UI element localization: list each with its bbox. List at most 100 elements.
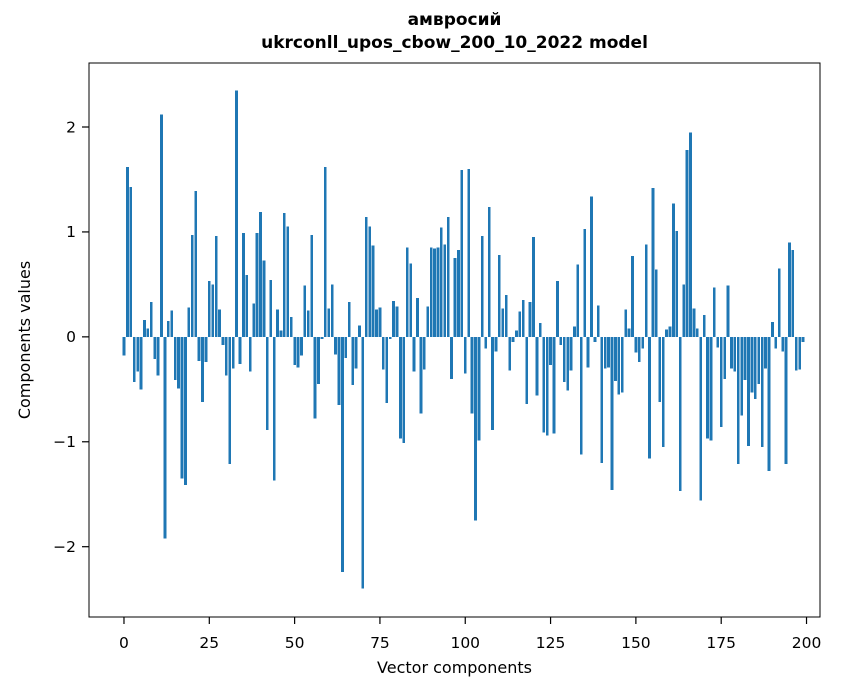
bar — [218, 309, 221, 337]
bar — [245, 274, 249, 337]
bar — [695, 328, 699, 337]
bar — [498, 255, 501, 337]
bar — [180, 336, 184, 479]
bar — [487, 206, 491, 337]
chart-title: амвросий — [408, 10, 502, 30]
y-tick-label: 1 — [66, 223, 76, 241]
x-tick-label: 75 — [370, 634, 390, 652]
bar — [603, 336, 607, 369]
bar — [726, 285, 730, 337]
bar — [579, 336, 583, 455]
bar — [419, 336, 423, 414]
bar — [655, 269, 658, 337]
bar — [689, 132, 692, 337]
bar — [678, 336, 682, 492]
bar — [668, 326, 672, 337]
bar — [675, 230, 679, 337]
bar — [788, 242, 791, 337]
x-tick-label: 50 — [285, 634, 305, 652]
bar — [760, 336, 764, 448]
bar — [272, 336, 276, 481]
bar — [791, 249, 795, 337]
bar — [511, 336, 515, 343]
bar — [590, 196, 593, 337]
bar — [610, 336, 614, 491]
bar — [648, 336, 651, 459]
bar — [566, 336, 569, 391]
chart-subtitle: ukrconll_upos_cbow_200_10_2022 model — [261, 33, 648, 53]
bar — [474, 336, 477, 521]
bar — [170, 310, 174, 337]
bar — [446, 217, 450, 337]
bar — [242, 232, 245, 337]
bar — [306, 310, 310, 337]
bar — [702, 314, 706, 337]
bar — [392, 301, 395, 337]
bar — [569, 336, 573, 371]
bar — [317, 336, 320, 385]
bar — [248, 336, 252, 372]
bar — [716, 336, 720, 348]
bar — [279, 330, 283, 337]
bar — [313, 336, 317, 419]
bar — [337, 336, 341, 406]
bar — [129, 186, 133, 337]
bar — [262, 260, 266, 337]
bar — [160, 114, 163, 337]
bar — [508, 336, 511, 371]
bar — [330, 284, 334, 337]
bar — [682, 284, 686, 337]
bar — [470, 336, 474, 414]
bar — [651, 187, 655, 337]
bar — [764, 336, 767, 369]
bar — [296, 336, 300, 368]
bar — [283, 213, 286, 337]
bar — [358, 325, 361, 337]
bar — [225, 336, 228, 376]
bar — [794, 336, 798, 371]
bar — [719, 336, 723, 428]
bar — [573, 326, 576, 337]
bar — [252, 303, 256, 337]
bar — [163, 336, 167, 539]
bar — [416, 298, 419, 337]
bar — [293, 336, 296, 366]
bar — [122, 336, 126, 356]
bar — [286, 226, 290, 337]
bar — [238, 336, 242, 365]
bar — [429, 247, 433, 337]
bar — [777, 268, 781, 337]
x-tick-label: 125 — [536, 634, 566, 652]
bar — [665, 329, 668, 337]
x-axis-label: Vector components — [377, 658, 532, 677]
bar — [235, 90, 238, 337]
bar — [596, 305, 600, 337]
bar — [207, 281, 211, 337]
bar — [433, 248, 436, 337]
bar — [341, 336, 344, 572]
bar — [535, 336, 539, 396]
bar — [484, 336, 488, 349]
bar — [289, 316, 293, 337]
bar — [538, 323, 542, 337]
x-tick-label: 25 — [199, 634, 219, 652]
bar — [641, 336, 645, 349]
bar — [139, 336, 143, 390]
bar — [194, 191, 198, 337]
bar — [422, 336, 426, 370]
bar — [627, 328, 631, 337]
bar — [467, 168, 471, 337]
bar — [265, 336, 269, 431]
bar — [480, 236, 484, 337]
bar — [228, 336, 232, 464]
bar — [364, 217, 368, 337]
bar — [593, 336, 597, 343]
bar — [201, 336, 204, 402]
bar — [757, 336, 761, 385]
bar — [347, 302, 351, 337]
bar — [153, 336, 157, 359]
bar — [450, 336, 453, 379]
bar — [600, 336, 604, 463]
bar — [706, 336, 709, 439]
